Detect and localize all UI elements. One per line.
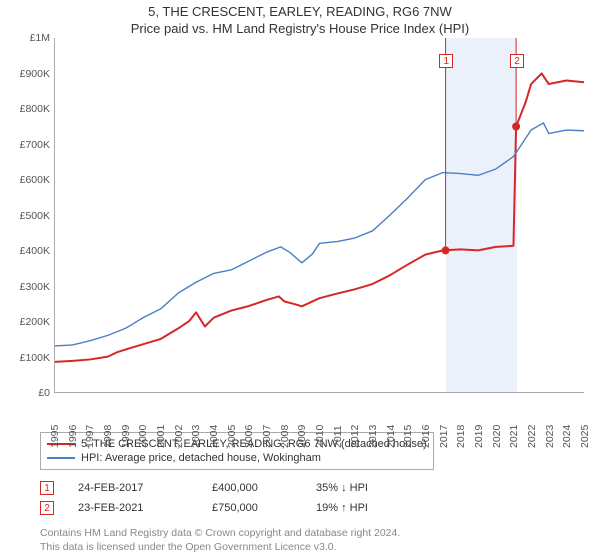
x-tick-label: 2025 (579, 425, 591, 448)
plot-area: 12 (54, 38, 584, 393)
x-tick-label: 2015 (402, 425, 414, 448)
y-tick-label: £900K (10, 68, 50, 80)
sale-dot (442, 246, 450, 254)
x-tick-label: 1995 (49, 425, 61, 448)
attribution-line: Contains HM Land Registry data © Crown c… (40, 526, 580, 540)
y-tick-label: £800K (10, 103, 50, 115)
x-tick-label: 2009 (296, 425, 308, 448)
attribution: Contains HM Land Registry data © Crown c… (40, 526, 580, 554)
x-tick-label: 1996 (67, 425, 79, 448)
event-row: 2 23-FEB-2021 £750,000 19% ↑ HPI (40, 498, 580, 518)
y-tick-label: £500K (10, 210, 50, 222)
x-tick-label: 2002 (173, 425, 185, 448)
x-tick-label: 2013 (367, 425, 379, 448)
series-price_paid (55, 73, 584, 362)
x-tick-label: 1998 (102, 425, 114, 448)
event-row: 1 24-FEB-2017 £400,000 35% ↓ HPI (40, 478, 580, 498)
y-tick-label: £300K (10, 281, 50, 293)
x-tick-label: 2020 (491, 425, 503, 448)
x-tick-label: 2017 (438, 425, 450, 448)
series-hpi (55, 123, 584, 346)
x-tick-label: 2018 (455, 425, 467, 448)
x-tick-label: 2022 (526, 425, 538, 448)
x-tick-label: 2023 (544, 425, 556, 448)
chart-title: 5, THE CRESCENT, EARLEY, READING, RG6 7N… (0, 4, 600, 19)
event-price: £400,000 (212, 482, 292, 494)
x-tick-label: 2012 (349, 425, 361, 448)
sale-marker-label: 1 (439, 54, 453, 68)
legend-row: HPI: Average price, detached house, Woki… (47, 451, 427, 465)
chart-svg (55, 38, 584, 392)
x-tick-label: 2003 (190, 425, 202, 448)
x-tick-label: 2010 (314, 425, 326, 448)
sale-dot (512, 123, 520, 131)
y-tick-label: £1M (10, 32, 50, 44)
x-tick-label: 2001 (155, 425, 167, 448)
event-marker: 2 (40, 501, 54, 515)
y-tick-label: £200K (10, 316, 50, 328)
x-tick-label: 1997 (84, 425, 96, 448)
y-tick-label: £600K (10, 174, 50, 186)
x-tick-label: 1999 (120, 425, 132, 448)
attribution-line: This data is licensed under the Open Gov… (40, 540, 580, 554)
event-date: 23-FEB-2021 (78, 502, 188, 514)
chart-subtitle: Price paid vs. HM Land Registry's House … (0, 21, 600, 36)
y-tick-label: £0 (10, 387, 50, 399)
legend-label: HPI: Average price, detached house, Woki… (81, 452, 321, 464)
x-axis: 1995199619971998199920002001200220032004… (54, 393, 584, 428)
x-tick-label: 2014 (385, 425, 397, 448)
sale-events: 1 24-FEB-2017 £400,000 35% ↓ HPI 2 23-FEB-202… (40, 478, 580, 518)
event-marker: 1 (40, 481, 54, 495)
x-tick-label: 2011 (332, 425, 344, 448)
x-tick-label: 2005 (226, 425, 238, 448)
y-tick-label: £700K (10, 139, 50, 151)
x-tick-label: 2004 (208, 425, 220, 448)
x-tick-label: 2000 (137, 425, 149, 448)
x-tick-label: 2021 (508, 425, 520, 448)
x-tick-label: 2008 (279, 425, 291, 448)
legend-swatch (47, 457, 75, 459)
x-tick-label: 2006 (243, 425, 255, 448)
event-delta: 35% ↓ HPI (316, 482, 426, 494)
event-delta: 19% ↑ HPI (316, 502, 426, 514)
y-tick-label: £100K (10, 352, 50, 364)
x-tick-label: 2016 (420, 425, 432, 448)
x-tick-label: 2024 (561, 425, 573, 448)
y-tick-label: £400K (10, 245, 50, 257)
y-axis: £0£100K£200K£300K£400K£500K£600K£700K£80… (10, 38, 52, 393)
x-tick-label: 2019 (473, 425, 485, 448)
event-date: 24-FEB-2017 (78, 482, 188, 494)
x-tick-label: 2007 (261, 425, 273, 448)
sale-marker-label: 2 (510, 54, 524, 68)
event-price: £750,000 (212, 502, 292, 514)
chart: £0 £100K £200K £300K £400K £500K £600K £700K £80… (10, 38, 590, 428)
